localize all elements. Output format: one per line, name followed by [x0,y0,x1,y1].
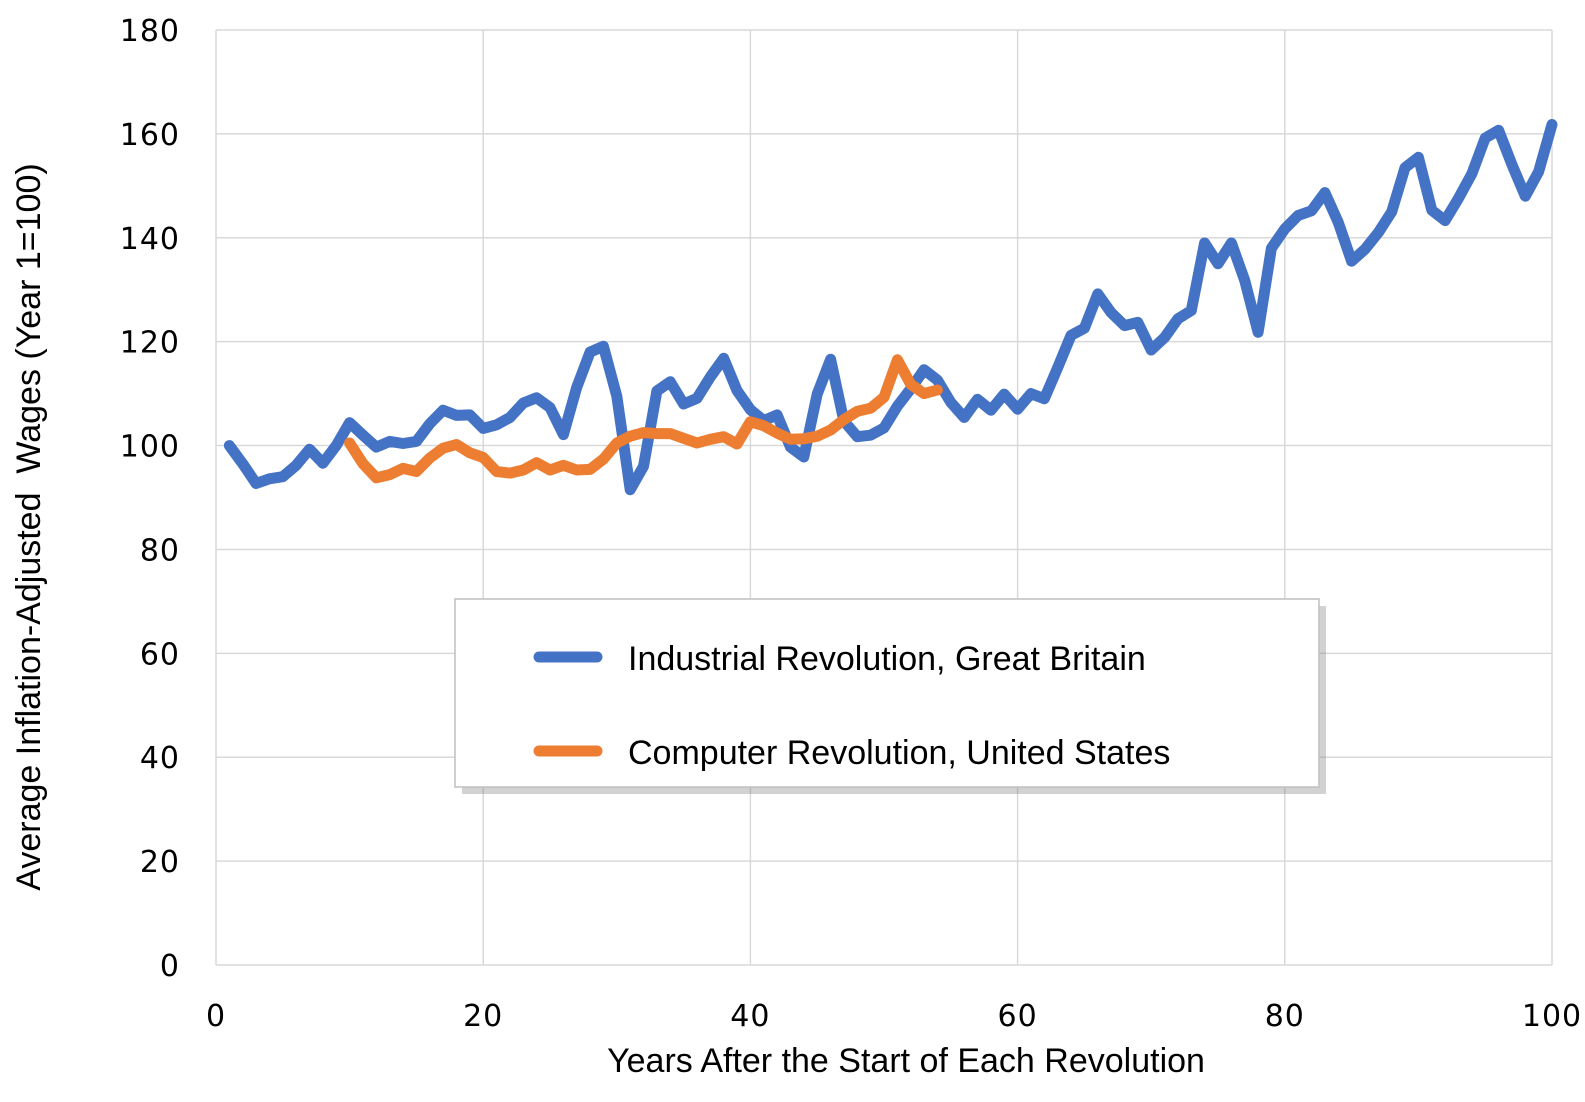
y-tick-label: 180 [120,14,180,49]
legend: Industrial Revolution, Great Britain Com… [454,598,1326,794]
y-tick-label: 40 [140,741,180,776]
x-tick-label: 20 [463,999,503,1034]
y-tick-label: 60 [140,637,180,672]
x-axis-title: Years After the Start of Each Revolution [607,1042,1205,1080]
x-tick-label: 0 [206,999,226,1034]
y-tick-label: 0 [160,949,180,984]
series-lines [223,119,1558,496]
x-tick-label: 40 [730,999,770,1034]
x-tick-label: 60 [998,999,1038,1034]
series-line-industrial-revolution [223,119,1558,496]
y-tick-label: 120 [120,326,180,361]
x-tick-labels: 0 20 40 60 80 100 [206,999,1582,1034]
y-tick-label: 100 [120,430,180,465]
x-tick-label: 80 [1265,999,1305,1034]
legend-label-industrial: Industrial Revolution, Great Britain [628,640,1146,678]
x-tick-label: 100 [1522,999,1582,1034]
y-tick-label: 160 [120,118,180,153]
y-tick-label: 20 [140,845,180,880]
legend-label-computer: Computer Revolution, United States [628,734,1170,772]
grid-lines [215,29,1553,966]
y-tick-label: 140 [120,222,180,257]
y-tick-label: 80 [140,533,180,568]
y-tick-labels: 0 20 40 60 80 100 120 140 160 180 [120,14,180,984]
series-line-computer-revolution [344,354,943,484]
y-axis-title: Average Inflation-Adjusted Wages (Year 1… [10,163,48,890]
